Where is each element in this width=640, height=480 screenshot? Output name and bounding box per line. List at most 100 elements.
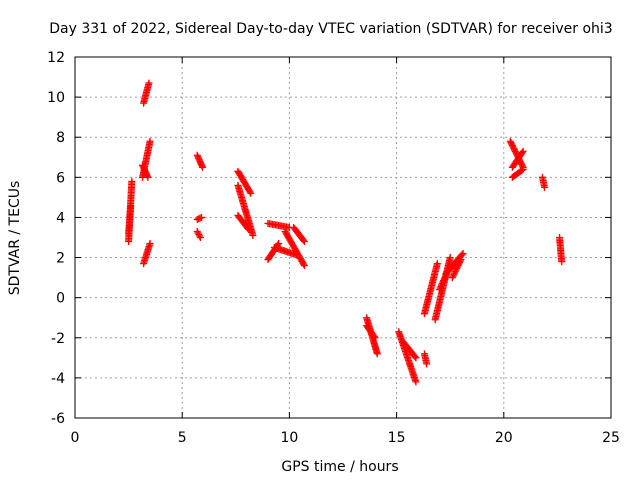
data-point	[196, 157, 204, 165]
x-tick-label: 20	[495, 430, 513, 446]
data-point	[196, 234, 204, 241]
data-segment	[270, 244, 302, 260]
data-segment	[193, 213, 205, 223]
data-segment	[264, 240, 283, 264]
chart-title: Day 331 of 2022, Sidereal Day-to-day VTE…	[49, 21, 612, 37]
data-point	[146, 137, 154, 145]
data-point	[448, 274, 456, 282]
x-tick-label: 15	[388, 430, 406, 446]
y-axis-label: SDTVAR / TECUs	[7, 181, 23, 296]
data-segment	[290, 223, 308, 246]
data-point	[457, 256, 465, 264]
y-tick-label: 0	[56, 291, 65, 307]
data-point	[197, 160, 205, 168]
data-point	[128, 177, 136, 185]
data-point	[299, 236, 307, 244]
data-point	[450, 271, 458, 279]
data-point	[139, 163, 147, 171]
data-point	[439, 278, 447, 286]
x-tick-label: 25	[602, 430, 620, 446]
data-segment	[448, 256, 465, 282]
data-point	[453, 263, 461, 271]
data-point	[433, 260, 441, 268]
data-point	[193, 151, 201, 159]
data-segment	[538, 173, 549, 191]
data-point	[558, 258, 566, 266]
data-point	[518, 149, 526, 157]
data-point	[518, 166, 526, 174]
data-point	[455, 260, 463, 268]
data-point	[195, 230, 203, 238]
data-point	[294, 252, 302, 260]
x-axis-label: GPS time / hours	[281, 459, 398, 475]
data-segment	[193, 151, 207, 171]
data-point	[440, 275, 448, 283]
data-segment	[264, 219, 293, 231]
data-point	[141, 166, 149, 174]
data-point	[454, 262, 462, 270]
data-point	[300, 262, 308, 270]
x-tick-label: 5	[178, 430, 187, 446]
data-point	[246, 188, 254, 196]
data-point	[196, 232, 204, 240]
y-tick-label: -6	[51, 411, 65, 427]
grid-lines	[75, 57, 611, 418]
data-segment	[363, 322, 379, 342]
data-point	[435, 286, 443, 294]
data-point	[144, 173, 152, 181]
data-point	[199, 163, 207, 171]
data-point	[143, 170, 151, 178]
data-point	[519, 165, 527, 173]
data-point	[370, 332, 378, 340]
data-point	[244, 224, 252, 232]
data-point	[194, 229, 202, 237]
data-point	[449, 272, 457, 280]
data-point	[459, 250, 467, 258]
data-point	[411, 353, 419, 361]
data-segment	[234, 167, 255, 197]
data-point	[139, 161, 147, 169]
data-point	[249, 231, 257, 239]
y-tick-label: 2	[56, 251, 65, 267]
y-tick-label: -2	[51, 331, 65, 347]
data-point	[194, 153, 202, 161]
data-point	[127, 201, 135, 209]
data-point	[146, 240, 154, 248]
data-point	[197, 213, 205, 221]
data-point	[195, 156, 203, 164]
data-segment	[125, 201, 135, 237]
y-tick-label: -4	[51, 371, 65, 387]
data-segment	[395, 328, 420, 386]
data-point	[441, 274, 449, 282]
data-segment	[399, 338, 420, 362]
axis-ticks	[74, 56, 612, 419]
y-tick-label: 6	[56, 170, 65, 186]
data-point	[452, 266, 460, 274]
y-tick-label: 8	[56, 130, 65, 146]
data-point	[437, 281, 445, 289]
data-point	[541, 183, 549, 191]
data-points	[125, 79, 566, 386]
data-point	[197, 159, 205, 167]
data-point	[436, 284, 444, 292]
data-point	[141, 167, 149, 175]
data-segment	[508, 165, 527, 181]
data-point	[143, 172, 151, 180]
data-point	[412, 378, 420, 386]
data-point	[373, 350, 381, 358]
y-tick-labels: -6 -4 -2 0 2 4 6 8 10 12	[47, 50, 65, 427]
data-point	[456, 257, 464, 265]
data-point	[195, 154, 203, 162]
data-segment	[140, 240, 154, 268]
data-segment	[420, 350, 431, 368]
data-segment	[234, 211, 253, 233]
data-point	[451, 268, 459, 276]
data-point	[437, 283, 445, 291]
data-point	[453, 265, 461, 273]
data-point	[193, 227, 201, 235]
y-tick-label: 4	[56, 210, 65, 226]
data-point	[455, 259, 463, 267]
data-point	[300, 260, 308, 268]
plot-frame	[74, 56, 612, 419]
data-point	[300, 238, 308, 246]
